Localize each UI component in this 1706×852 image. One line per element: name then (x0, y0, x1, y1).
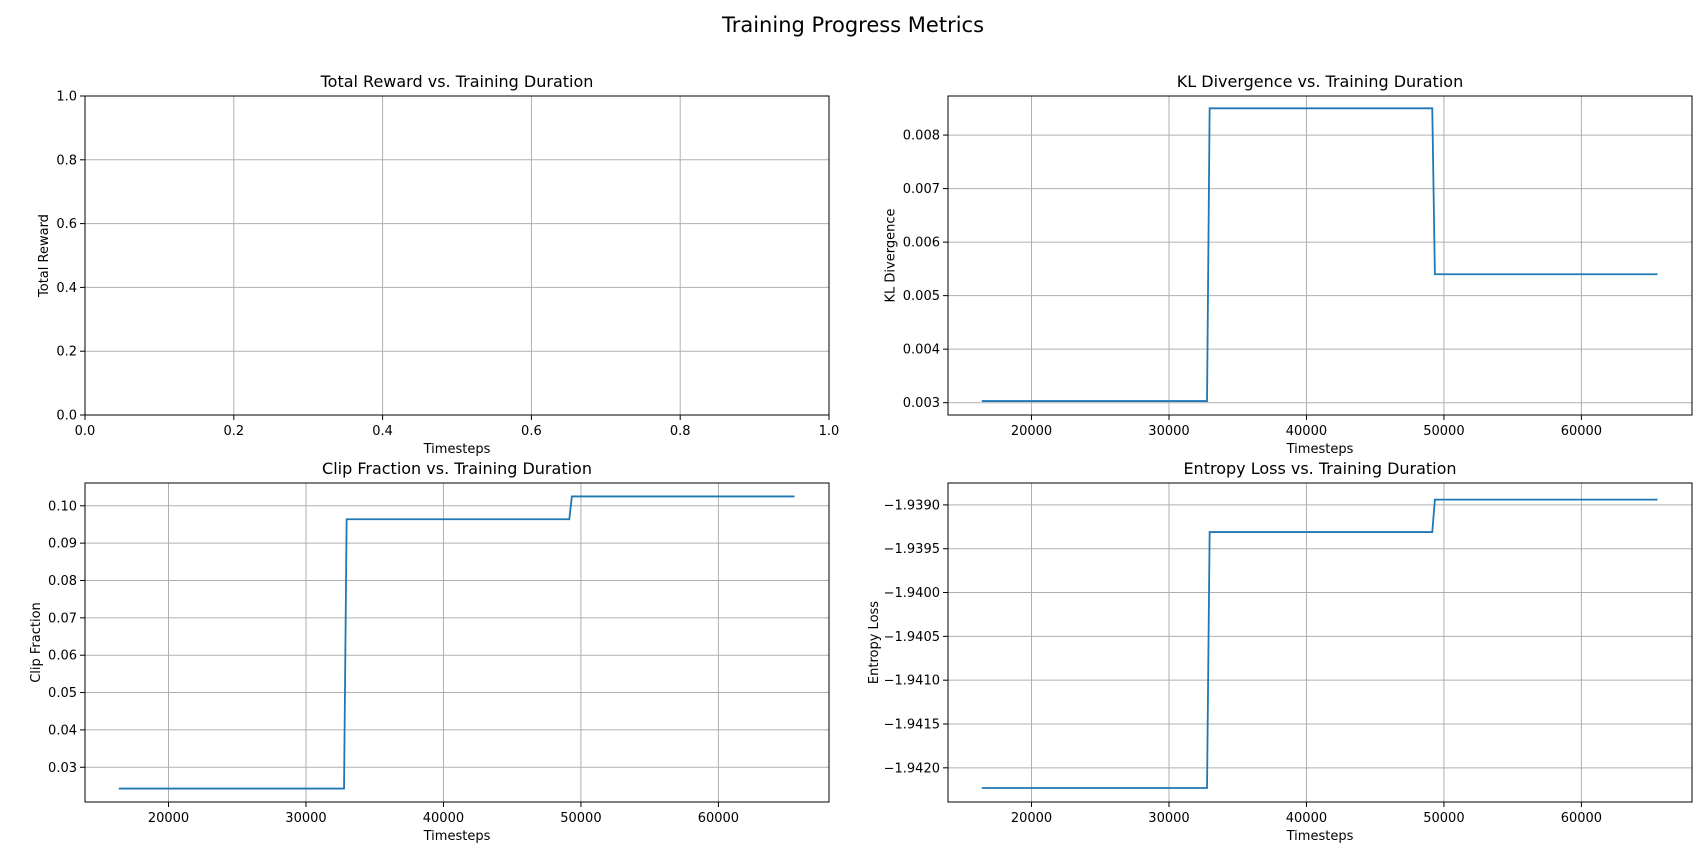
y-tick-label: 0.4 (56, 281, 77, 296)
chart-title: KL Divergence vs. Training Duration (1177, 72, 1463, 91)
y-tick-label: 1.0 (56, 90, 77, 105)
y-axis-label: Total Reward (37, 214, 52, 298)
y-axis-label: KL Divergence (884, 209, 899, 303)
x-tick-label: 20000 (1011, 811, 1052, 826)
figure-title: Training Progress Metrics (721, 13, 984, 37)
x-tick-label: 0.8 (670, 424, 691, 439)
x-tick-label: 30000 (285, 811, 326, 826)
x-tick-label: 60000 (698, 811, 739, 826)
y-tick-label: 0.6 (56, 217, 77, 232)
y-tick-label: 0.003 (903, 396, 940, 411)
y-tick-label: 0.10 (48, 499, 77, 514)
x-tick-label: 30000 (1148, 811, 1189, 826)
y-tick-label: 0.008 (903, 129, 940, 144)
chart-total-reward: 0.0 0.2 0.4 0.6 0.8 1.0 0.0 0.2 0.4 0.6 0.8 1.0 Tot… (37, 72, 839, 457)
y-tick-label: −1.9415 (884, 718, 940, 733)
y-axis-label: Entropy Loss (867, 601, 882, 684)
x-tick-label: 30000 (1148, 424, 1189, 439)
plot-frame (84, 482, 830, 803)
x-tick-label: 20000 (148, 811, 189, 826)
y-tick-label: 0.007 (903, 182, 940, 197)
y-tick-label: −1.9400 (884, 586, 940, 601)
x-tick-label: 60000 (1561, 424, 1602, 439)
series-line (118, 495, 795, 790)
x-tick-label: 0.0 (75, 424, 96, 439)
x-tick-label: 40000 (423, 811, 464, 826)
y-tick-label: −1.9410 (884, 674, 940, 689)
x-axis-label: Timesteps (1286, 442, 1354, 457)
y-tick-label: 0.005 (903, 289, 940, 304)
y-tick-label: 0.06 (48, 649, 77, 664)
y-tick-label: −1.9405 (884, 630, 940, 645)
y-tick-label: 0.004 (903, 343, 940, 358)
x-tick-label: 40000 (1286, 811, 1327, 826)
y-tick-label: 0.006 (903, 236, 940, 251)
x-tick-label: 60000 (1561, 811, 1602, 826)
chart-clip-fraction: 20000 30000 40000 50000 60000 0.03 0.04 0.05 0.0… (29, 459, 830, 844)
chart-title: Total Reward vs. Training Duration (320, 72, 594, 91)
y-tick-label: −1.9395 (884, 542, 940, 557)
y-tick-label: 0.08 (48, 574, 77, 589)
x-tick-label: 50000 (1423, 811, 1464, 826)
chart-kl-divergence: 20000 30000 40000 50000 60000 0.003 0.004 0.005… (884, 72, 1693, 457)
x-tick-label: 0.4 (372, 424, 393, 439)
x-tick-label: 20000 (1011, 424, 1052, 439)
y-tick-label: 0.07 (48, 611, 77, 626)
x-axis-label: Timesteps (423, 442, 491, 457)
plot-frame (84, 95, 830, 416)
y-tick-label: −1.9420 (884, 761, 940, 776)
x-tick-label: 0.6 (521, 424, 542, 439)
x-tick-label: 40000 (1286, 424, 1327, 439)
y-tick-label: −1.9390 (884, 498, 940, 513)
y-tick-label: 0.0 (56, 409, 77, 424)
x-tick-label: 50000 (1423, 424, 1464, 439)
y-tick-label: 0.2 (56, 345, 77, 360)
x-axis-label: Timesteps (423, 829, 491, 844)
series-line (981, 107, 1658, 402)
y-tick-label: 0.04 (48, 723, 77, 738)
x-axis-label: Timesteps (1286, 829, 1354, 844)
y-tick-label: 0.8 (56, 153, 77, 168)
y-axis-label: Clip Fraction (29, 602, 44, 683)
y-tick-label: 0.09 (48, 537, 77, 552)
chart-title: Clip Fraction vs. Training Duration (322, 459, 592, 478)
plot-frame (947, 95, 1693, 416)
chart-title: Entropy Loss vs. Training Duration (1183, 459, 1456, 478)
x-tick-label: 50000 (560, 811, 601, 826)
series-line (981, 498, 1658, 789)
x-tick-label: 1.0 (819, 424, 840, 439)
chart-entropy-loss: 20000 30000 40000 50000 60000 −1.9420 −1.9415 −… (867, 459, 1693, 844)
x-tick-label: 0.2 (223, 424, 244, 439)
y-tick-label: 0.05 (48, 686, 77, 701)
plot-frame (947, 482, 1693, 803)
y-tick-label: 0.03 (48, 761, 77, 776)
